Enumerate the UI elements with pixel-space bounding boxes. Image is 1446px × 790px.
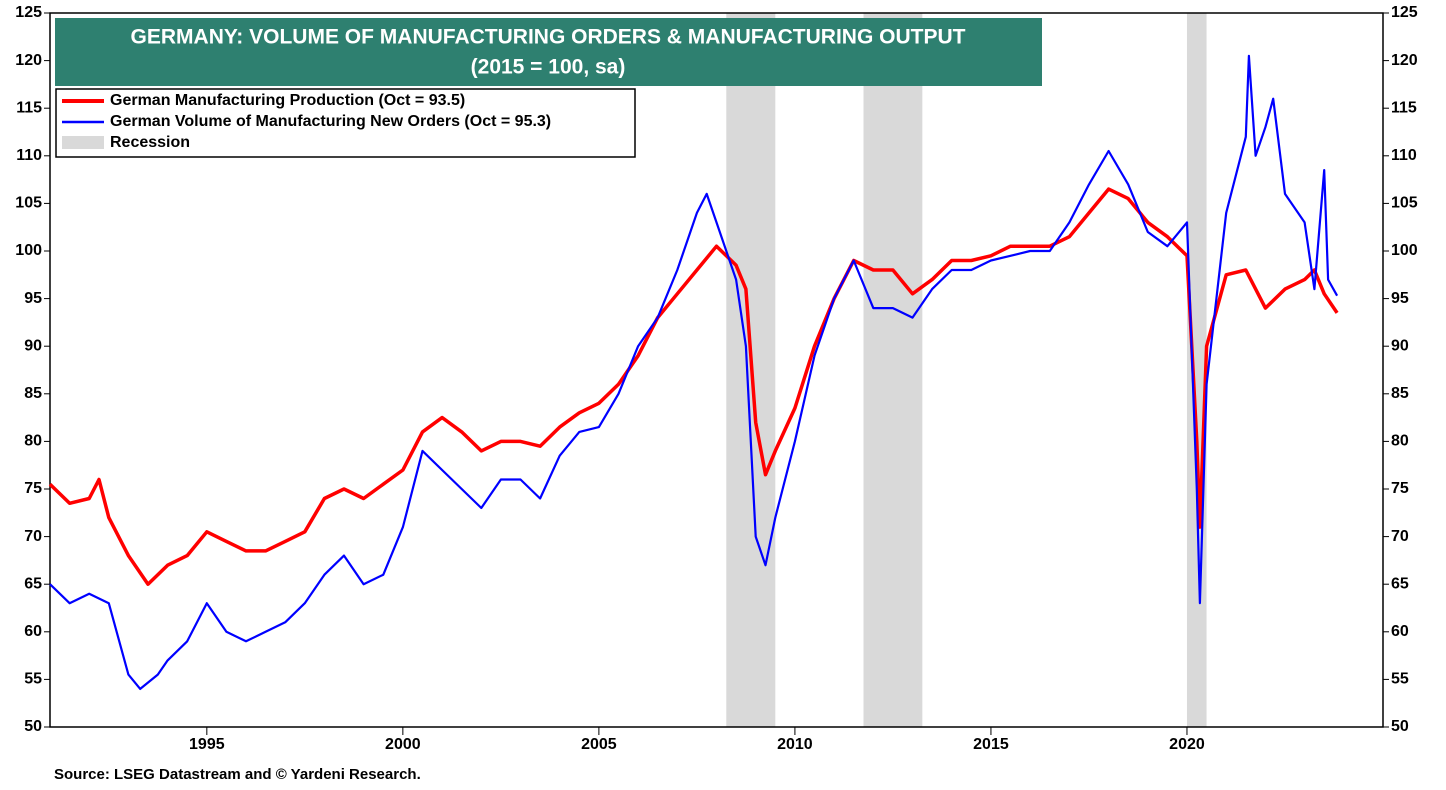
y2-tick-label: 85 <box>1391 385 1409 402</box>
y2-tick-label: 65 <box>1391 575 1409 592</box>
y-tick-label: 60 <box>24 623 42 640</box>
x-tick-label: 2015 <box>973 736 1009 753</box>
y2-tick-label: 55 <box>1391 671 1409 688</box>
recession-band <box>1186 13 1207 727</box>
legend-label: German Manufacturing Production (Oct = 9… <box>110 92 465 109</box>
y-tick-label: 105 <box>15 195 42 212</box>
chart-title: GERMANY: VOLUME OF MANUFACTURING ORDERS … <box>131 26 966 49</box>
y-tick-label: 90 <box>24 337 42 354</box>
y2-tick-label: 115 <box>1391 99 1417 116</box>
y2-tick-label: 100 <box>1391 242 1418 259</box>
series-line <box>49 54 1339 690</box>
y2-tick-label: 75 <box>1391 480 1409 497</box>
y-tick-label: 85 <box>24 385 42 402</box>
y2-tick-label: 90 <box>1391 337 1409 354</box>
y2-tick-label: 50 <box>1391 718 1409 735</box>
y-tick-label: 55 <box>24 671 42 688</box>
plot-frame <box>49 12 1384 728</box>
y2-tick-label: 125 <box>1391 4 1418 21</box>
y2-tick-label: 105 <box>1391 195 1418 212</box>
y2-tick-label: 60 <box>1391 623 1409 640</box>
y-tick-label: 115 <box>16 99 42 116</box>
chart-subtitle: (2015 = 100, sa) <box>471 56 626 79</box>
title-box <box>55 18 1042 86</box>
y-tick-label: 75 <box>24 480 42 497</box>
x-tick-label: 2000 <box>385 736 421 753</box>
legend-label: Recession <box>110 134 190 151</box>
y2-tick-label: 95 <box>1391 290 1409 307</box>
series-line <box>48 187 1339 586</box>
y-tick-label: 100 <box>15 242 42 259</box>
legend <box>55 88 636 158</box>
y-tick-label: 110 <box>16 147 42 164</box>
y-tick-label: 50 <box>24 718 42 735</box>
y2-tick-label: 70 <box>1391 528 1409 545</box>
x-tick-label: 1995 <box>189 736 225 753</box>
source: Source: LSEG Datastream and © Yardeni Re… <box>54 766 421 783</box>
y-tick-label: 95 <box>24 290 42 307</box>
y-tick-label: 80 <box>24 433 42 450</box>
y-tick-label: 125 <box>15 4 42 21</box>
y-tick-label: 120 <box>15 52 42 69</box>
x-tick-label: 2020 <box>1169 736 1205 753</box>
recession-band <box>863 13 923 727</box>
legend-swatch <box>62 136 104 149</box>
y-tick-label: 65 <box>24 575 42 592</box>
legend-label: German Volume of Manufacturing New Order… <box>110 113 551 130</box>
y2-tick-label: 120 <box>1391 52 1418 69</box>
x-tick-label: 2010 <box>777 736 813 753</box>
y2-tick-label: 80 <box>1391 433 1409 450</box>
y-tick-label: 70 <box>24 528 42 545</box>
y2-tick-label: 110 <box>1391 147 1417 164</box>
x-tick-label: 2005 <box>581 736 617 753</box>
